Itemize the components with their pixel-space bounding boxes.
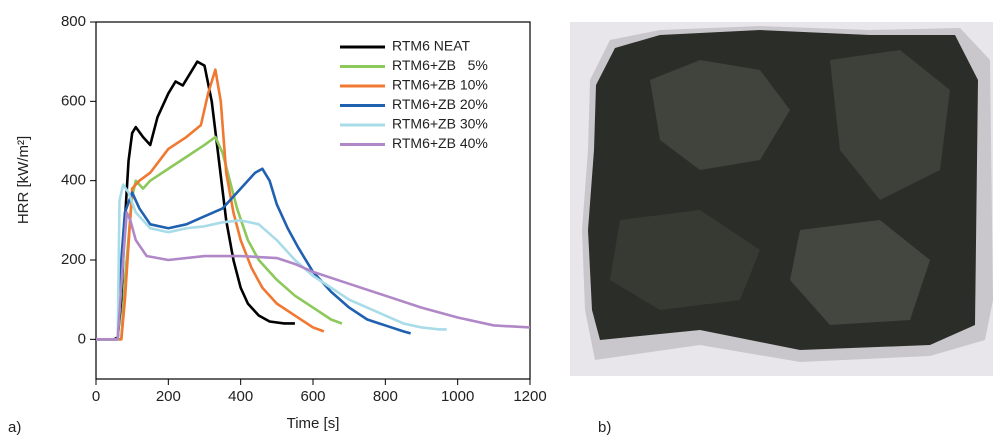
legend-label: RTM6 NEAT — [392, 38, 470, 54]
y-tick-label: 400 — [61, 172, 86, 189]
series-line — [96, 135, 343, 341]
legend-label: RTM6+ZB 10% — [392, 77, 488, 93]
legend-label: RTM6+ZB 20% — [392, 96, 488, 112]
series-line — [96, 68, 325, 341]
y-tick-label: 200 — [61, 251, 86, 268]
y-tick-label: 0 — [78, 330, 86, 347]
legend: RTM6 NEAT RTM6+ZB 5% RTM6+ZB 10% RTM6+ZB 20… — [340, 38, 488, 151]
photo — [570, 22, 993, 376]
series-line — [96, 167, 411, 341]
char-highlight — [830, 50, 950, 200]
panel-label: a) — [8, 419, 21, 436]
y-tick-label: 800 — [61, 13, 86, 30]
x-tick-label: 200 — [156, 388, 181, 405]
char-highlight — [610, 210, 760, 310]
legend-label: RTM6+ZB 30% — [392, 116, 488, 132]
x-tick-label: 800 — [373, 388, 398, 405]
plot-frame — [95, 21, 531, 380]
x-axis-label: Time [s] — [287, 415, 340, 432]
char-highlight — [790, 220, 930, 325]
panel-label: b) — [598, 419, 611, 436]
series-line — [96, 183, 447, 341]
x-tick-label: 0 — [92, 388, 100, 405]
y-tick-label: 600 — [61, 92, 86, 109]
legend-label: RTM6+ZB 40% — [392, 135, 488, 151]
legend-label: RTM6+ZB 5% — [392, 57, 488, 73]
series-line — [96, 60, 295, 341]
series-line — [96, 211, 531, 341]
x-tick-label: 1000 — [441, 388, 474, 405]
char-highlight — [650, 60, 790, 170]
x-tick-label: 1200 — [513, 388, 546, 405]
x-tick-label: 400 — [228, 388, 253, 405]
y-axis-label: HRR [kW/m²] — [15, 136, 32, 224]
x-tick-label: 600 — [300, 388, 325, 405]
